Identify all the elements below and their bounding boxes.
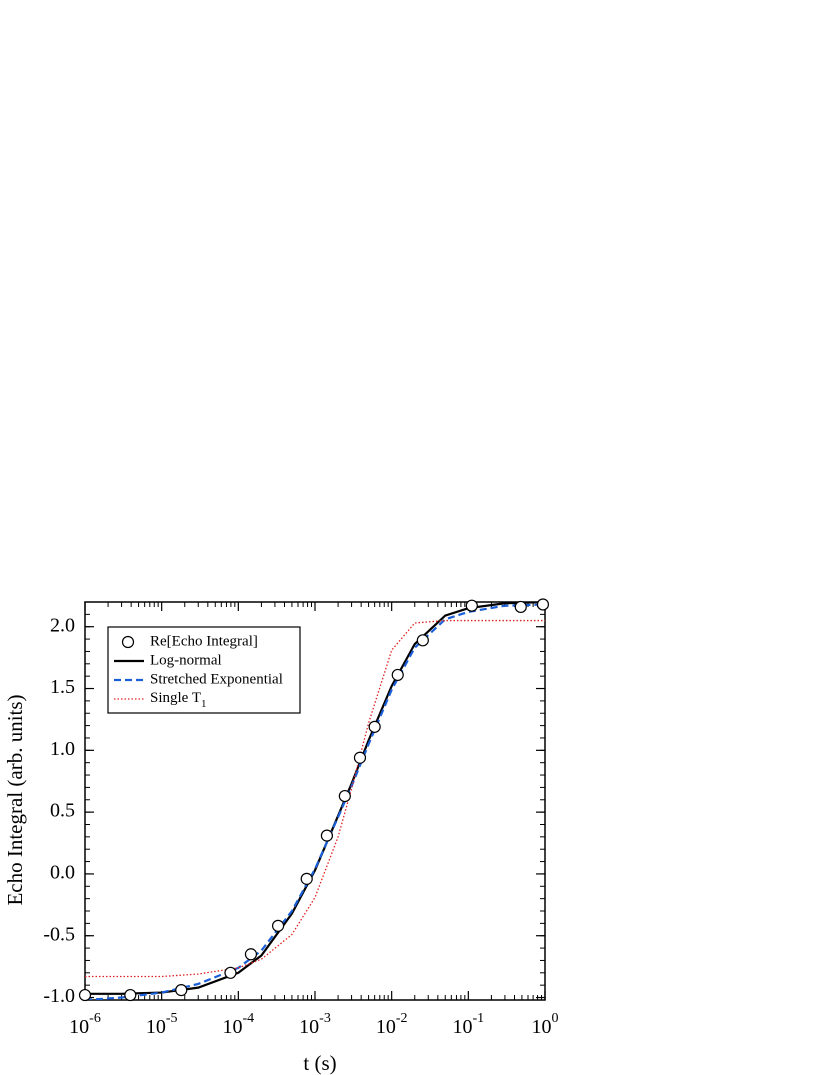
y-tick-label: -0.5 — [43, 923, 75, 945]
legend-label: Single T1 — [150, 690, 206, 709]
y-tick-label: 2.0 — [50, 614, 75, 636]
data-point — [300, 872, 313, 885]
x-axis-label: t (s) — [303, 1051, 336, 1075]
y-tick-label: 0.5 — [50, 800, 75, 822]
data-point — [353, 751, 367, 764]
data-point — [78, 988, 92, 1002]
legend-label: Re[Echo Integral] — [150, 633, 258, 649]
data-point — [536, 598, 550, 611]
y-axis-label: Echo Integral (arb. units) — [3, 694, 27, 905]
x-tick-label: 10-6 — [69, 1011, 101, 1037]
y-tick-label: -1.0 — [43, 985, 75, 1007]
x-tick-label: 10-1 — [452, 1011, 484, 1037]
data-point — [514, 600, 527, 614]
y-tick-label: 0.0 — [50, 862, 75, 884]
y-tick-label: 1.0 — [50, 738, 75, 760]
data-point — [465, 599, 478, 612]
data-point — [244, 948, 258, 961]
x-tick-label: 10-4 — [222, 1011, 254, 1037]
data-point — [271, 919, 285, 932]
data-point — [124, 988, 137, 1002]
data-point — [320, 829, 334, 842]
legend-marker — [121, 635, 135, 649]
data-point — [224, 966, 237, 979]
legend-label: Log-normal — [150, 652, 222, 668]
x-tick-label: 100 — [532, 1011, 559, 1037]
data-point — [338, 789, 351, 803]
x-tick-label: 10-5 — [146, 1011, 178, 1037]
y-tick-label: 1.5 — [50, 676, 75, 698]
data-point — [416, 634, 429, 647]
series-line — [85, 619, 545, 978]
legend-label: Stretched Exponential — [150, 671, 283, 687]
data-point — [391, 668, 404, 682]
x-tick-label: 10-2 — [376, 1011, 408, 1037]
data-point — [368, 720, 381, 733]
data-point — [175, 984, 188, 997]
x-tick-label: 10-3 — [299, 1011, 331, 1037]
